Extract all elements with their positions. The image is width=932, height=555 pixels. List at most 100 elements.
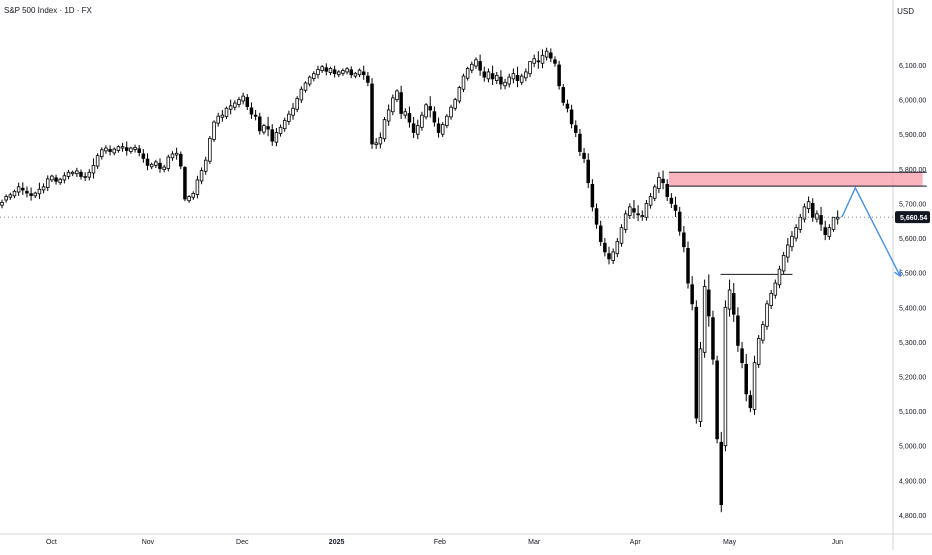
- candle-body: [578, 133, 582, 152]
- candle-body: [324, 67, 329, 72]
- candle-body: [561, 87, 566, 103]
- candle-body: [145, 158, 150, 166]
- candle-body: [316, 69, 320, 76]
- candle-body: [154, 161, 158, 166]
- candle-body: [665, 184, 669, 197]
- candle-body: [761, 324, 765, 341]
- candle-body: [195, 179, 200, 195]
- candle-body: [773, 282, 778, 296]
- candle-body: [391, 97, 395, 113]
- candle-body: [341, 70, 345, 74]
- candle-body: [33, 192, 38, 197]
- candle-body: [486, 71, 491, 80]
- candle-body: [707, 289, 711, 317]
- candle-body: [312, 73, 316, 79]
- candle-body: [756, 338, 761, 365]
- candle-body: [149, 163, 154, 168]
- candle-body: [744, 363, 748, 395]
- candle-body: [482, 71, 487, 78]
- candle-body: [827, 227, 832, 237]
- candle-body: [328, 68, 333, 74]
- candle-body: [307, 76, 312, 85]
- candle-body: [457, 87, 462, 102]
- candle-body: [786, 244, 790, 258]
- candle-body: [449, 106, 453, 118]
- candle-body: [465, 68, 470, 79]
- y-tick-label: 6,000.00: [899, 98, 926, 105]
- candle-body: [490, 73, 495, 80]
- candle-body: [233, 102, 237, 108]
- candle-body: [806, 201, 811, 210]
- candle-body: [544, 50, 549, 58]
- candle-body: [299, 88, 304, 101]
- candle-body: [748, 395, 753, 409]
- candle-body: [416, 125, 420, 135]
- resistance-zone: [668, 172, 923, 187]
- candle-body: [295, 98, 299, 110]
- candle-body: [420, 114, 424, 128]
- candle-body: [403, 111, 408, 116]
- candle-body: [652, 186, 657, 199]
- candle-body: [12, 190, 17, 197]
- candle-body: [752, 362, 757, 410]
- candle-body: [253, 114, 258, 117]
- candle-body: [702, 286, 707, 353]
- candle-body: [337, 71, 341, 76]
- projection-arrowhead: [894, 269, 902, 278]
- candle-body: [41, 186, 46, 191]
- candle-body: [557, 64, 561, 87]
- candle-body: [8, 194, 13, 198]
- candle-body: [66, 171, 71, 177]
- candle-body: [440, 124, 445, 135]
- candle-body: [29, 193, 33, 196]
- candle-body: [607, 253, 611, 260]
- candle-body: [673, 204, 678, 211]
- candle-body: [499, 76, 503, 85]
- candle-body: [79, 171, 83, 177]
- candle-body: [174, 152, 179, 156]
- candle-body: [407, 113, 412, 123]
- candle-body: [91, 164, 96, 174]
- candle-body: [95, 155, 100, 167]
- x-tick-label: 2025: [329, 539, 345, 546]
- candle-body: [357, 69, 362, 76]
- candle-body: [736, 315, 740, 346]
- candle-body: [686, 248, 690, 284]
- candle-body: [815, 213, 819, 220]
- candle-body: [270, 129, 274, 142]
- candle-body: [640, 215, 645, 217]
- candle-body: [133, 146, 137, 150]
- candle-body: [241, 95, 245, 102]
- candle-body: [474, 59, 478, 67]
- candle-body: [262, 125, 266, 133]
- currency-label: USD: [897, 7, 914, 16]
- candle-body: [428, 106, 432, 111]
- candle-body: [574, 125, 578, 133]
- x-tick-label: Oct: [46, 539, 57, 546]
- candle-body: [503, 81, 507, 87]
- candle-body: [16, 186, 21, 193]
- x-tick-label: Apr: [630, 539, 642, 546]
- candle-body: [141, 153, 146, 159]
- chart-title: S&P 500 Index · 1D · FX: [4, 6, 92, 15]
- x-tick-label: May: [723, 539, 737, 546]
- candle-body: [461, 75, 466, 90]
- candle-body: [170, 153, 175, 159]
- y-tick-label: 5,600.00: [899, 236, 926, 243]
- x-tick-label: Mar: [528, 539, 541, 546]
- candle-body: [432, 111, 437, 123]
- candle-body: [553, 59, 557, 64]
- projection-arrow: [841, 186, 901, 277]
- candle-body: [100, 149, 104, 158]
- candle-body: [224, 107, 229, 117]
- candle-body: [644, 203, 649, 218]
- y-tick-label: 6,100.00: [899, 63, 926, 70]
- candle-body: [511, 73, 516, 80]
- candle-body: [108, 149, 112, 152]
- candle-body: [777, 268, 782, 286]
- candle-body: [320, 66, 324, 71]
- candle-body: [87, 171, 92, 178]
- candle-body: [83, 176, 87, 178]
- candle-body: [661, 178, 665, 184]
